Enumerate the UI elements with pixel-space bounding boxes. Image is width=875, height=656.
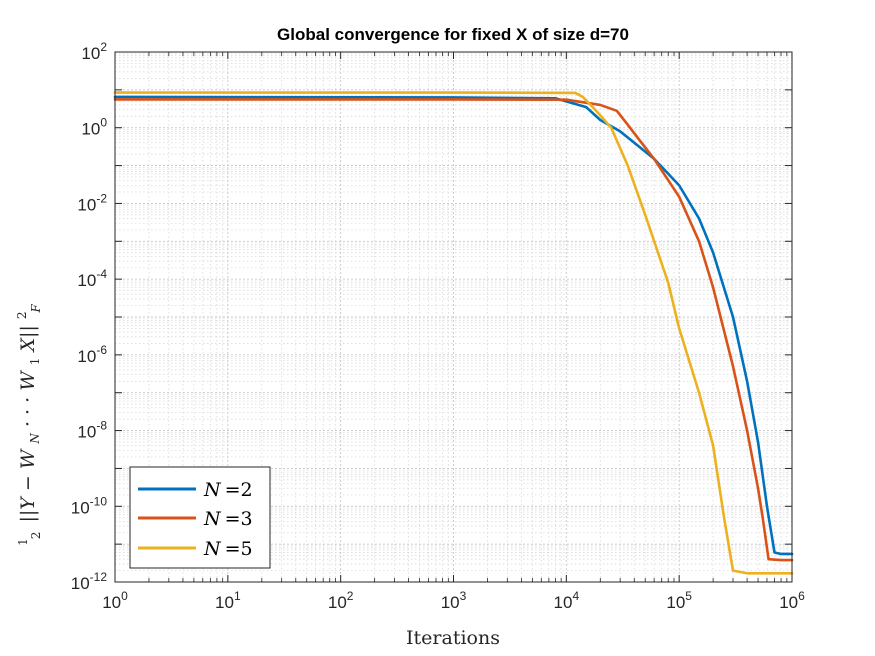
legend-label-n2: N =2 (203, 479, 253, 501)
tick-marks (114, 51, 793, 583)
x-tick-label: 104 (554, 589, 580, 612)
chart-title: Global convergence for fixed X of size d… (277, 25, 629, 44)
x-tick-label: 101 (215, 589, 241, 612)
series-line-n5 (113, 91, 794, 575)
y-label-dots: · · · W (17, 370, 39, 427)
y-tick-label: 10-10 (71, 494, 108, 517)
y-axis-label: 1 2 ||Y − W N · · · W 1 X|| 2 F (9, 303, 45, 545)
y-tick-label: 102 (81, 40, 107, 63)
y-tick-label: 10-4 (77, 267, 107, 290)
y-tick-label: 100 (81, 116, 107, 139)
y-tick-label: 10-12 (71, 570, 108, 593)
x-axis-label: Iterations (406, 627, 500, 649)
y-label-norm-right: X|| (17, 325, 39, 353)
series-layer (113, 91, 794, 575)
y-label-sub-f: F (29, 303, 43, 313)
y-tick-labels: 102 100 10-2 10-4 10-6 10-8 10-10 10-12 (71, 40, 108, 593)
x-tick-labels: 100 101 102 103 104 105 106 (102, 589, 805, 612)
legend-label-n5: N =5 (203, 538, 253, 560)
y-label-norm-left: ||Y − W (17, 448, 39, 522)
y-label-sup-2: 2 (15, 311, 29, 319)
y-tick-label: 10-6 (77, 343, 107, 366)
legend-label-n3: N =3 (203, 508, 253, 530)
y-label-sub-n: N (28, 433, 42, 445)
legend: N =2 N =3 N =5 (129, 466, 271, 569)
y-label-frac-den: 2 (29, 532, 43, 540)
series-line-n3 (113, 98, 794, 562)
x-tick-label: 100 (102, 589, 128, 612)
x-tick-label: 106 (779, 589, 805, 612)
series-line-n2 (113, 95, 794, 556)
y-label-sub-1: 1 (28, 358, 42, 366)
y-label-frac-num: 1 (16, 538, 30, 546)
y-tick-label: 10-8 (77, 419, 107, 442)
svg-text:1 2 ||Y − W: 1 2 ||Y − W N · · · W 1 X|| 2 F (9, 303, 45, 545)
x-tick-label: 102 (328, 589, 354, 612)
x-tick-label: 103 (441, 589, 467, 612)
x-tick-label: 105 (666, 589, 692, 612)
y-tick-label: 10-2 (77, 191, 107, 214)
